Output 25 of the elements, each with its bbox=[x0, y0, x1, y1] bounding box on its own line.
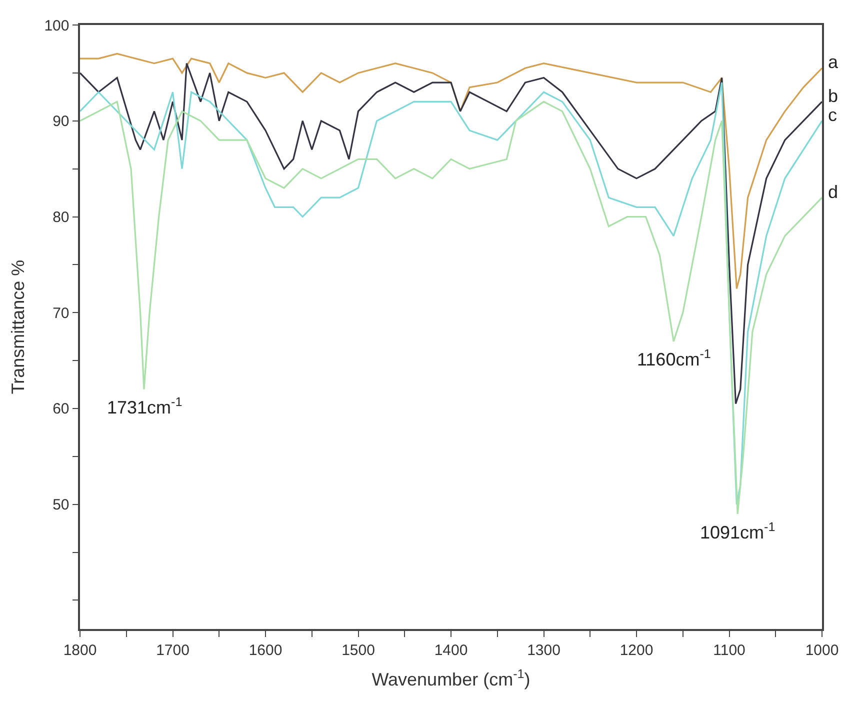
x-tick-label: 1600 bbox=[248, 642, 282, 659]
x-tick-label: 1500 bbox=[342, 642, 375, 659]
y-tick-label: 50 bbox=[52, 496, 70, 514]
y-tick-label: 90 bbox=[52, 113, 70, 130]
x-tick-label: 1000 bbox=[805, 642, 839, 659]
y-tick-label: 70 bbox=[52, 304, 70, 322]
line-series bbox=[80, 52, 822, 290]
x-tick-label: 1700 bbox=[156, 642, 190, 659]
series-label: d bbox=[828, 182, 838, 202]
x-tick-label: 1800 bbox=[63, 642, 97, 659]
x-tick-label: 1400 bbox=[434, 642, 468, 659]
annotation: 1160cm$^{-1}$ bbox=[637, 347, 711, 370]
y-tick-label: 60 bbox=[52, 400, 70, 418]
annotation: 1091cm$^{-1}$ bbox=[700, 520, 776, 543]
annotation: 1731cm$^{-1}$ bbox=[107, 395, 182, 418]
series-label: b bbox=[828, 86, 838, 106]
y-tick-label: 100 bbox=[44, 17, 70, 34]
x-tick-label: 1100 bbox=[713, 642, 746, 659]
x-axis-title: Wavenumber (cm$^{-1}$) bbox=[372, 666, 530, 690]
x-tick-label: 1300 bbox=[527, 642, 560, 659]
series-label: c bbox=[828, 105, 837, 125]
y-tick-label: 80 bbox=[52, 209, 70, 226]
x-tick-label: 1200 bbox=[620, 642, 654, 659]
y-axis-title: Transmittance % bbox=[8, 260, 28, 394]
series-label: a bbox=[828, 52, 839, 72]
